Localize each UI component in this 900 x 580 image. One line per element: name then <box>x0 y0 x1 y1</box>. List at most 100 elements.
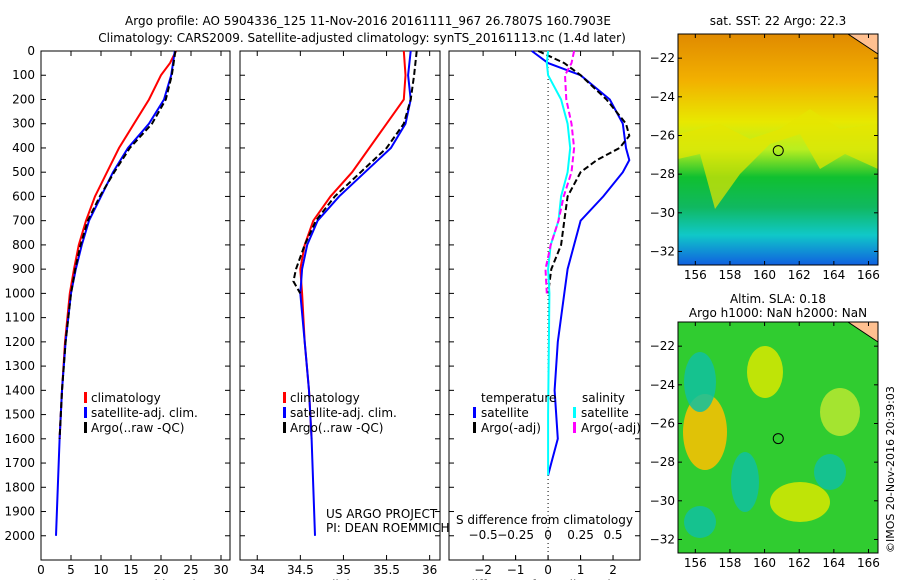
y-tick-label: 700 <box>12 214 35 228</box>
series-line-s-argo-adj- <box>544 50 576 294</box>
x-tick-label: 34 <box>250 563 265 577</box>
project-line2: PI: DEAN ROEMMICH <box>326 521 449 535</box>
series-line-s-satellite <box>545 50 572 476</box>
argo-position-marker <box>772 433 784 445</box>
x-tick-label: 36 <box>422 563 437 577</box>
lat-label: −22 <box>650 339 675 353</box>
y-tick-label: 1200 <box>4 335 35 349</box>
y-tick-label: 100 <box>12 68 35 82</box>
y-tick-label: 2000 <box>4 529 35 543</box>
legend-swatch <box>573 422 576 433</box>
y-tick-label: 1900 <box>4 505 35 519</box>
sla-map: 156 158 160 162 164 166 −22 −24 −26 −28 −30 −32 Alti… <box>650 292 880 570</box>
series-line-argo-raw-qc- <box>58 50 177 439</box>
lon-label: 162 <box>788 268 811 282</box>
x-tick-label: 35 <box>336 563 351 577</box>
y-tick-label: 1400 <box>4 383 35 397</box>
series-line-satellite-adj-clim- <box>299 50 412 536</box>
top-x-tick-label: 0.5 <box>603 528 622 542</box>
legend-swatch <box>473 422 476 433</box>
legend-swatch <box>84 407 87 418</box>
x-tick-label: 34.5 <box>287 563 314 577</box>
warm-tongue <box>678 109 878 209</box>
map-frame <box>677 33 879 266</box>
lon-label: 164 <box>822 556 845 570</box>
lon-label: 158 <box>718 556 741 570</box>
sla-anomaly <box>747 346 783 398</box>
sla-anomaly <box>684 506 716 538</box>
lat-label: −30 <box>650 494 675 508</box>
sla-anomaly <box>683 394 727 470</box>
sla-anomaly <box>731 452 759 512</box>
lat-label: −24 <box>650 378 675 392</box>
lon-label: 160 <box>753 268 776 282</box>
sla-anomaly <box>814 454 846 490</box>
y-tick-label: 500 <box>12 165 35 179</box>
y-tick-label: 300 <box>12 117 35 131</box>
legend-header: temperature <box>481 391 556 405</box>
x-tick-label: 25 <box>183 563 198 577</box>
lon-label: 160 <box>753 556 776 570</box>
legend-label: Argo(-adj) <box>581 421 641 435</box>
y-tick-label: 400 <box>12 141 35 155</box>
axes-box <box>40 50 231 561</box>
series-line-t-satellite <box>531 50 631 476</box>
legend-label: Argo(..raw -QC) <box>290 421 383 435</box>
x-tick-label: 0 <box>544 563 552 577</box>
x-tick-label: 2 <box>609 563 617 577</box>
lon-label: 166 <box>857 556 880 570</box>
profile-panel-3: −2 −1 0 1 2T difference from climatology −0.5… <box>448 50 641 580</box>
x-axis-label: salinity <box>318 578 361 580</box>
legend-swatch <box>283 422 286 433</box>
legend-label: climatology <box>91 391 161 405</box>
map-title: sat. SST: 22 Argo: 22.3 <box>710 14 847 28</box>
lat-label: −28 <box>650 455 675 469</box>
lat-label: −32 <box>650 244 675 258</box>
map-subtitle: Argo h1000: NaN h2000: NaN <box>689 306 867 320</box>
sla-anomaly <box>770 482 830 522</box>
y-tick-label: 600 <box>12 189 35 203</box>
profile-panel-1: 0100200300400500600700800900100011001200… <box>4 44 231 580</box>
credit-text: ©IMOS 20-Nov-2016 20:39:03 <box>884 386 897 553</box>
y-tick-label: 800 <box>12 238 35 252</box>
top-x-tick-label: 0.25 <box>567 528 594 542</box>
legend-label: Argo(-adj) <box>481 421 541 435</box>
legend-swatch <box>473 407 476 418</box>
lon-label: 158 <box>718 268 741 282</box>
series-line-climatology <box>299 50 407 439</box>
legend-label: Argo(..raw -QC) <box>91 421 184 435</box>
series-line-satellite-adj-clim- <box>55 50 176 536</box>
x-tick-label: 20 <box>153 563 168 577</box>
argo-position-marker <box>772 145 784 157</box>
title-line1: Argo profile: AO 5904336_125 11-Nov-2016… <box>125 14 611 28</box>
y-tick-label: 1600 <box>4 432 35 446</box>
top-x-tick-label: 0 <box>544 528 552 542</box>
x-tick-label: 30 <box>213 563 228 577</box>
legend-label: climatology <box>290 391 360 405</box>
y-tick-label: 1500 <box>4 408 35 422</box>
legend-swatch <box>283 392 286 403</box>
lat-label: −28 <box>650 167 675 181</box>
x-tick-label: 35.5 <box>373 563 400 577</box>
axes-box <box>448 50 641 561</box>
lat-label: −22 <box>650 51 675 65</box>
top-x-tick-label: −0.25 <box>497 528 534 542</box>
x-tick-label: 10 <box>93 563 108 577</box>
lon-label: 156 <box>684 556 707 570</box>
lon-label: 156 <box>684 268 707 282</box>
x-tick-label: −2 <box>474 563 492 577</box>
sla-anomaly <box>684 352 716 412</box>
lon-label: 166 <box>857 268 880 282</box>
sst-map: 156 158 160 162 164 166 −22 −24 −26 −28 −30 −32 sat.… <box>650 14 880 282</box>
y-tick-label: 1000 <box>4 286 35 300</box>
project-line1: US ARGO PROJECT <box>326 507 438 521</box>
legend-swatch <box>283 407 286 418</box>
legend-label: satellite <box>481 406 529 420</box>
lon-label: 164 <box>822 268 845 282</box>
legend-swatch <box>84 422 87 433</box>
lat-label: −32 <box>650 532 675 546</box>
profile-panel-2: 34 34.5 35 35.5 36 salinity climatologysatelli… <box>239 50 441 580</box>
series-line-argo-raw-qc- <box>292 50 418 294</box>
lat-label: −24 <box>650 90 675 104</box>
y-tick-label: 1700 <box>4 456 35 470</box>
